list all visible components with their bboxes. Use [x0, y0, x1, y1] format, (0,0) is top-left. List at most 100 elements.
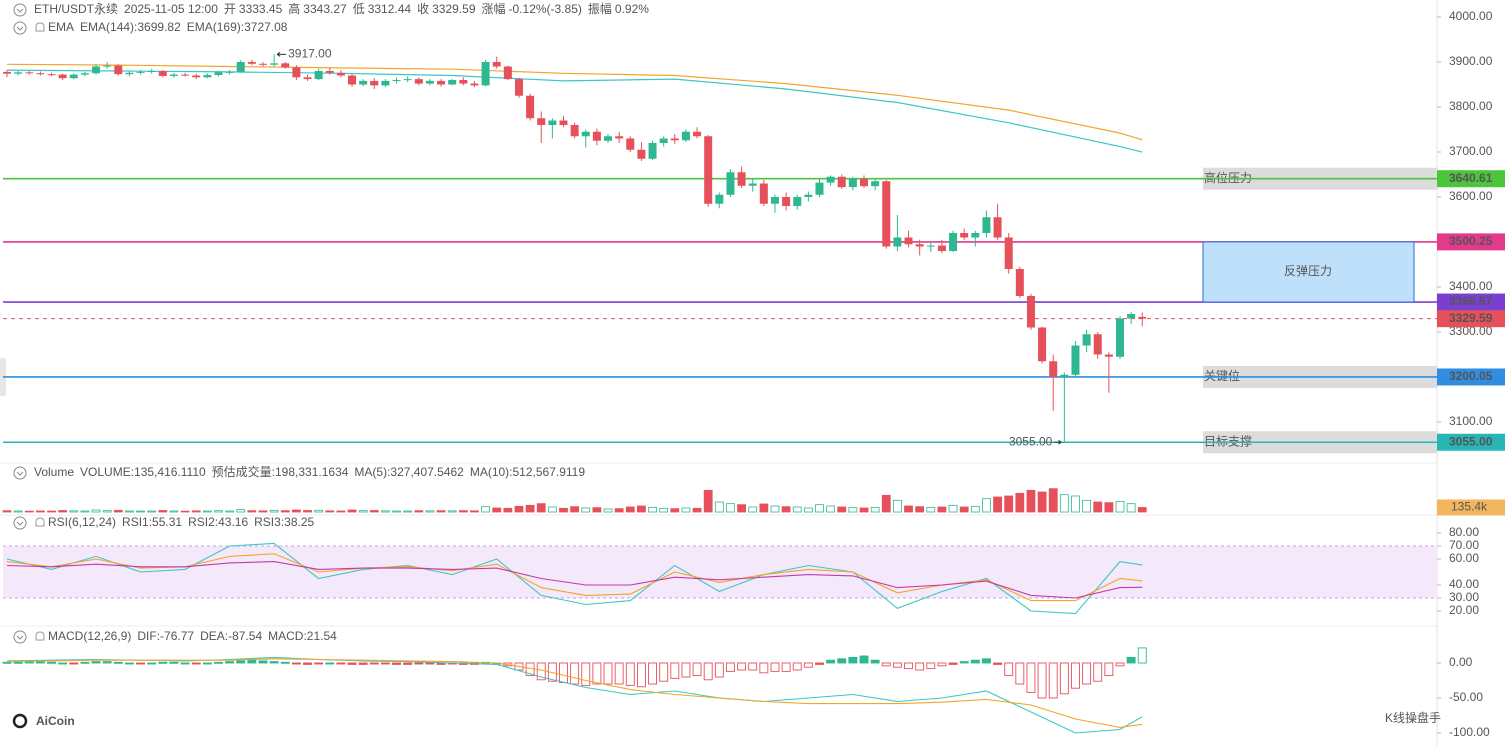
candle-body — [270, 63, 279, 65]
macd-bar — [1082, 662, 1092, 685]
volume-bar — [1104, 502, 1114, 513]
volume-bar — [247, 510, 257, 513]
y-tick-label: 3900.00 — [1449, 54, 1493, 68]
volume-bar — [458, 510, 468, 513]
candle-body — [592, 131, 601, 141]
volume-bar — [1037, 491, 1047, 513]
volume-bar — [381, 510, 390, 513]
legend-entry: RSI2:43.16 — [188, 515, 248, 529]
volume-bar — [514, 505, 524, 513]
volume-bar — [792, 506, 802, 513]
quote-value: 3343.27 — [303, 2, 347, 16]
candle-body — [570, 125, 579, 137]
volume-bar — [915, 506, 925, 513]
macd-bar — [369, 662, 379, 665]
macd-bar — [1137, 647, 1147, 664]
volume-bar — [937, 506, 947, 513]
volume-bar — [1082, 499, 1092, 513]
volume-bar — [625, 506, 635, 513]
volume-bar — [280, 510, 290, 513]
volume-bar — [881, 494, 891, 513]
candle-body — [448, 80, 457, 85]
macd-bar — [692, 662, 702, 677]
volume-bar — [970, 505, 980, 513]
macd-bar — [904, 662, 913, 670]
alert-icon — [35, 631, 45, 641]
candle-body — [670, 138, 679, 141]
macd-bar — [959, 661, 969, 664]
volume-bar — [80, 510, 90, 513]
candle-body — [236, 62, 245, 72]
y-tick-label: -50.00 — [1449, 690, 1483, 704]
macd-bar — [392, 662, 401, 665]
quote-label: 高 — [288, 1, 300, 16]
y-tick-label: 0.00 — [1449, 655, 1473, 669]
candle-body — [637, 149, 646, 159]
volume-bar — [681, 507, 691, 513]
y-tick-label: 30.00 — [1449, 590, 1479, 604]
extreme-high: 3917.00 — [288, 47, 332, 61]
macd-bar — [636, 662, 646, 688]
candle-body — [681, 131, 690, 141]
macd-bar — [102, 661, 112, 664]
indicator-name: MACD(12,26,9) — [48, 629, 131, 643]
candle-body — [414, 79, 423, 84]
volume-bar — [147, 510, 157, 513]
legend-entry: EMA(169):3727.08 — [187, 20, 288, 34]
candle-body — [503, 66, 512, 80]
time: 2025-11-05 12:00 — [124, 2, 218, 16]
candle-body — [659, 138, 668, 143]
legend-entry: MA(5):327,407.5462 — [354, 465, 464, 479]
macd-bar — [113, 661, 123, 664]
macd-bar — [314, 662, 324, 665]
candle-body — [559, 120, 568, 125]
candle-body — [392, 80, 401, 81]
candle-body — [804, 194, 813, 197]
volume-bar — [158, 510, 168, 513]
macd-bar — [681, 662, 691, 678]
rsi-band — [3, 546, 1437, 598]
macd-bar — [214, 661, 223, 664]
candle-body — [693, 131, 702, 137]
volume-bar — [525, 504, 535, 513]
volume-bar — [180, 510, 190, 513]
macd-line — [6, 658, 1143, 728]
volume-bar — [258, 510, 268, 513]
macd-bar — [859, 655, 869, 664]
macd-bar — [993, 662, 1003, 665]
volume-bar — [803, 507, 813, 513]
volume-bar — [102, 510, 112, 513]
volume-bar — [1015, 492, 1025, 513]
legend-entry: VOLUME:135,416.1110 — [80, 465, 206, 479]
volume-bar — [191, 510, 201, 513]
macd-bar — [124, 662, 134, 665]
candle-body — [915, 244, 924, 247]
legend-entry: 预估成交量:198,331.1634 — [212, 464, 349, 479]
macd-bar — [325, 662, 335, 665]
candle-body — [548, 120, 557, 125]
volume-bar — [91, 509, 101, 513]
candle-body — [759, 183, 768, 204]
candle-body — [782, 197, 791, 206]
quote-label: 低 — [353, 2, 365, 16]
volume-bar — [670, 508, 680, 513]
volume-bar — [314, 509, 324, 513]
legend-entry: RSI1:55.31 — [122, 515, 182, 529]
volume-bar — [269, 509, 279, 513]
macd-bar — [625, 662, 635, 686]
quote-label: 涨幅 — [482, 1, 506, 16]
candle-body — [1060, 374, 1069, 377]
y-tick-label: 3400.00 — [1449, 279, 1493, 293]
candle-body — [581, 131, 590, 137]
candle-body — [325, 71, 334, 73]
macd-bar — [336, 662, 346, 665]
macd-bar — [603, 662, 613, 685]
candle-body — [960, 233, 969, 238]
volume-bar — [603, 508, 613, 513]
volume-bar — [58, 510, 68, 513]
candle-body — [1026, 296, 1035, 328]
candle-body — [481, 62, 490, 86]
candle-body — [871, 181, 880, 187]
